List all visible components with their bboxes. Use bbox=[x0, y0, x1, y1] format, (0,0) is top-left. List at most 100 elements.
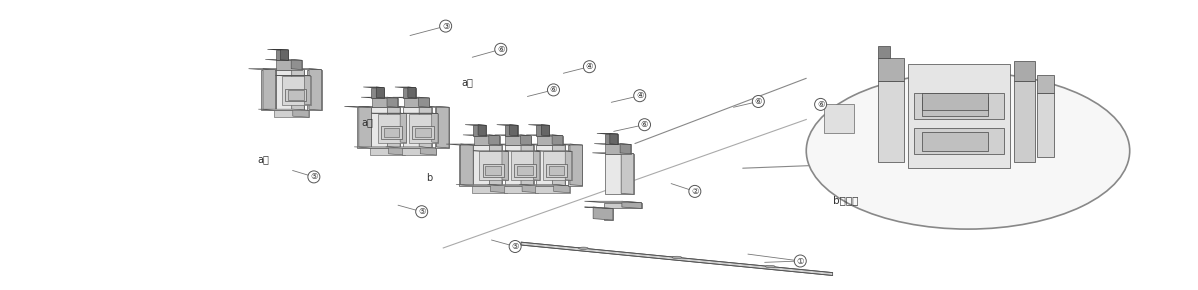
Polygon shape bbox=[504, 145, 533, 186]
Bar bbox=[922, 93, 988, 110]
Bar bbox=[922, 97, 988, 116]
Circle shape bbox=[672, 256, 682, 259]
Bar bbox=[908, 64, 1010, 168]
Polygon shape bbox=[460, 144, 473, 186]
Text: ⑤: ⑤ bbox=[418, 207, 425, 216]
Bar bbox=[878, 81, 904, 162]
Polygon shape bbox=[610, 133, 618, 144]
Text: ④: ④ bbox=[636, 91, 643, 100]
Text: ⑥: ⑥ bbox=[497, 45, 504, 54]
Polygon shape bbox=[552, 144, 565, 186]
Polygon shape bbox=[519, 184, 570, 186]
Polygon shape bbox=[537, 145, 565, 186]
Polygon shape bbox=[592, 153, 634, 154]
Polygon shape bbox=[543, 151, 571, 180]
Polygon shape bbox=[401, 148, 436, 155]
Polygon shape bbox=[621, 144, 631, 154]
Polygon shape bbox=[376, 87, 385, 98]
Polygon shape bbox=[304, 75, 310, 105]
Polygon shape bbox=[537, 136, 563, 145]
Polygon shape bbox=[371, 107, 400, 148]
Polygon shape bbox=[357, 107, 371, 148]
Polygon shape bbox=[490, 144, 502, 186]
Polygon shape bbox=[410, 114, 438, 143]
Polygon shape bbox=[371, 88, 385, 98]
Polygon shape bbox=[249, 69, 276, 70]
Polygon shape bbox=[407, 87, 416, 98]
Polygon shape bbox=[383, 128, 399, 137]
Bar bbox=[914, 93, 1004, 119]
Polygon shape bbox=[514, 164, 536, 177]
Polygon shape bbox=[504, 125, 518, 136]
Polygon shape bbox=[307, 70, 321, 110]
Polygon shape bbox=[403, 88, 416, 98]
Polygon shape bbox=[526, 135, 563, 136]
Polygon shape bbox=[489, 135, 500, 145]
Polygon shape bbox=[549, 166, 564, 175]
Polygon shape bbox=[509, 125, 518, 136]
Polygon shape bbox=[388, 147, 405, 155]
Polygon shape bbox=[552, 135, 563, 145]
Polygon shape bbox=[276, 50, 289, 60]
Polygon shape bbox=[483, 164, 504, 177]
Polygon shape bbox=[377, 114, 406, 143]
Polygon shape bbox=[485, 166, 501, 175]
Polygon shape bbox=[393, 97, 429, 98]
Polygon shape bbox=[363, 87, 385, 88]
Polygon shape bbox=[521, 144, 533, 186]
Polygon shape bbox=[285, 89, 307, 101]
Polygon shape bbox=[419, 106, 431, 148]
Text: ④: ④ bbox=[586, 62, 593, 71]
Polygon shape bbox=[522, 184, 538, 193]
Polygon shape bbox=[276, 60, 302, 70]
Polygon shape bbox=[395, 87, 416, 88]
Polygon shape bbox=[568, 145, 582, 186]
Polygon shape bbox=[541, 125, 550, 136]
Text: ③: ③ bbox=[442, 21, 449, 31]
Text: a部: a部 bbox=[258, 155, 270, 164]
Polygon shape bbox=[404, 98, 429, 107]
Polygon shape bbox=[403, 113, 438, 114]
Bar bbox=[878, 46, 890, 58]
Polygon shape bbox=[585, 201, 642, 203]
Bar bbox=[824, 104, 854, 133]
Polygon shape bbox=[605, 144, 631, 154]
Polygon shape bbox=[604, 209, 613, 220]
Polygon shape bbox=[520, 135, 531, 145]
Polygon shape bbox=[553, 184, 570, 193]
Polygon shape bbox=[473, 125, 486, 136]
Text: ⑥: ⑥ bbox=[641, 120, 648, 129]
Polygon shape bbox=[431, 113, 438, 143]
Polygon shape bbox=[412, 126, 434, 139]
Polygon shape bbox=[473, 136, 500, 145]
Text: ⑥: ⑥ bbox=[755, 97, 762, 106]
Polygon shape bbox=[570, 144, 582, 186]
Polygon shape bbox=[492, 144, 533, 145]
Polygon shape bbox=[391, 106, 431, 107]
Polygon shape bbox=[276, 70, 304, 110]
Polygon shape bbox=[536, 186, 570, 193]
Polygon shape bbox=[265, 59, 302, 60]
Text: a部: a部 bbox=[362, 117, 374, 127]
Polygon shape bbox=[309, 69, 321, 110]
Polygon shape bbox=[518, 166, 533, 175]
Polygon shape bbox=[565, 151, 571, 180]
Polygon shape bbox=[503, 186, 538, 193]
Polygon shape bbox=[605, 134, 618, 144]
Polygon shape bbox=[597, 133, 618, 134]
Polygon shape bbox=[416, 128, 431, 137]
Polygon shape bbox=[479, 151, 508, 180]
Polygon shape bbox=[512, 151, 540, 180]
Polygon shape bbox=[460, 144, 502, 145]
Polygon shape bbox=[420, 147, 436, 155]
Polygon shape bbox=[295, 69, 321, 70]
Text: ⑤: ⑤ bbox=[512, 242, 519, 251]
Polygon shape bbox=[488, 184, 538, 186]
Polygon shape bbox=[537, 125, 550, 136]
Polygon shape bbox=[359, 106, 371, 148]
Polygon shape bbox=[605, 154, 634, 194]
Text: ⑥: ⑥ bbox=[817, 100, 824, 109]
Text: ②: ② bbox=[691, 187, 698, 196]
Text: ①: ① bbox=[797, 256, 804, 266]
Bar bbox=[922, 132, 988, 151]
